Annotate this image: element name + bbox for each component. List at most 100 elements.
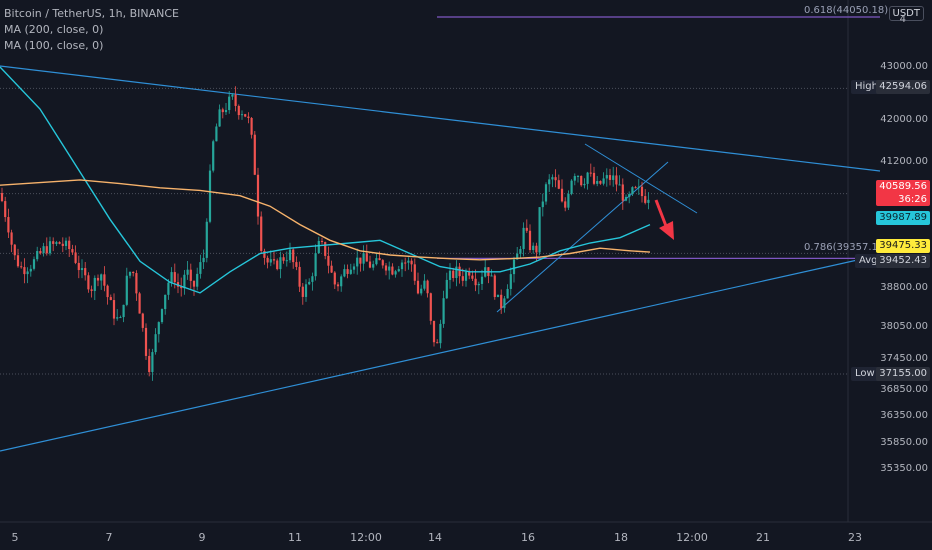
candle-body	[90, 289, 93, 291]
candle-body	[359, 257, 362, 264]
candle-body	[298, 266, 301, 287]
candle-body	[87, 275, 90, 290]
time-axis-label: 21	[756, 531, 770, 544]
candle-body	[292, 249, 295, 263]
candle-body	[525, 227, 528, 231]
candle-body	[640, 186, 644, 197]
candle-body	[119, 317, 122, 319]
candle-body	[500, 294, 503, 309]
candle-body	[381, 260, 384, 266]
candle-body	[372, 264, 375, 268]
candle-body	[314, 253, 317, 277]
candle-body	[68, 240, 71, 250]
candle-body	[368, 261, 372, 268]
candle-body	[164, 294, 167, 310]
candle-body	[394, 271, 397, 275]
candle-body	[84, 268, 87, 276]
candle-body	[599, 181, 602, 184]
ma100-value-tag: 39987.89	[876, 211, 930, 225]
candle-body	[452, 270, 455, 278]
candle-body	[423, 280, 426, 289]
candle-body	[205, 221, 208, 258]
candle-body	[397, 269, 400, 272]
candle-body	[71, 249, 74, 253]
price-axis-label: 42000.00	[880, 113, 928, 125]
candle-body	[39, 251, 42, 254]
time-axis-label: 16	[521, 531, 535, 544]
candle-body	[23, 267, 26, 275]
candle-body	[183, 274, 186, 289]
candle-body	[77, 262, 80, 271]
candle-body	[285, 260, 288, 262]
candle-body	[375, 258, 378, 265]
candle-body	[596, 181, 599, 184]
candle-body	[266, 257, 269, 263]
symbol-legend[interactable]: Bitcoin / TetherUS, 1h, BINANCE	[4, 7, 180, 20]
candle-body	[404, 262, 407, 264]
candle-body	[301, 286, 304, 297]
candle-body	[644, 196, 647, 203]
candle-body	[58, 242, 61, 244]
candle-body	[61, 243, 64, 246]
candle-body	[432, 320, 436, 343]
candle-body	[4, 201, 7, 218]
candle-body	[109, 297, 112, 301]
time-axis-label: 7	[105, 531, 113, 544]
high-price-tag: 42594.06	[876, 80, 930, 94]
candle-body	[512, 259, 516, 275]
candle-body	[564, 201, 567, 208]
candle-body	[592, 172, 596, 184]
candle-body	[612, 175, 615, 180]
candle-body	[628, 194, 631, 197]
candle-body	[336, 284, 340, 287]
candle-body	[522, 227, 525, 250]
candle-body	[0, 193, 4, 202]
candle-body	[455, 266, 458, 278]
candle-body	[586, 172, 589, 184]
candle-body	[541, 201, 544, 208]
low-price-tag: 37155.00	[876, 367, 930, 381]
candle-body	[583, 183, 586, 186]
candle-body	[528, 230, 532, 251]
candle-body	[503, 298, 506, 309]
price-axis-label: 38800.00	[880, 281, 928, 293]
candle-countdown: 36:26	[898, 194, 927, 205]
time-axis-label: 23	[848, 531, 862, 544]
candle-body	[240, 114, 244, 116]
candle-body	[10, 232, 13, 245]
lower-trendline	[0, 254, 881, 452]
time-axis-label: 9	[198, 531, 206, 544]
candle-body	[362, 253, 365, 264]
candle-body	[458, 266, 461, 277]
candle-body	[320, 240, 324, 243]
ma200-legend[interactable]: MA (200, close, 0)	[4, 23, 104, 36]
candle-body	[116, 317, 119, 319]
bearish-arrow-shaft	[654, 199, 668, 227]
candle-body	[180, 286, 183, 289]
candle-body	[333, 272, 336, 285]
candle-body	[343, 269, 346, 277]
candle-body	[132, 271, 135, 274]
candle-body	[231, 94, 234, 97]
candle-body	[544, 184, 548, 202]
candle-body	[490, 275, 493, 277]
currency-badge[interactable]: USDT	[888, 6, 924, 21]
fib-label-0618: 0.618(44050.18)	[804, 5, 889, 16]
candle-body	[311, 276, 314, 282]
candle-body	[212, 141, 215, 171]
candle-body	[416, 280, 420, 294]
candle-body	[186, 269, 189, 275]
candle-body	[461, 276, 464, 281]
candle-body	[16, 255, 20, 267]
candle-body	[439, 323, 442, 344]
current-price-tag: 40589.56 36:26	[876, 180, 930, 206]
candle-body	[436, 342, 439, 344]
candle-body	[557, 180, 560, 189]
candle-body	[138, 293, 141, 314]
ma100-legend[interactable]: MA (100, close, 0)	[4, 39, 104, 52]
candle-body	[218, 109, 221, 127]
candle-body	[263, 250, 266, 258]
candle-body	[548, 179, 551, 185]
candle-body	[269, 259, 272, 263]
